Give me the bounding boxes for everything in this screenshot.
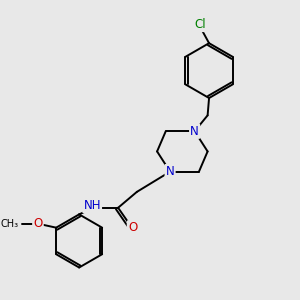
Text: O: O xyxy=(33,217,43,230)
Text: N: N xyxy=(166,165,175,178)
Text: N: N xyxy=(190,125,199,138)
Text: Cl: Cl xyxy=(195,18,206,31)
Text: NH: NH xyxy=(83,199,101,212)
Text: CH₃: CH₃ xyxy=(1,219,19,229)
Text: O: O xyxy=(128,221,137,235)
